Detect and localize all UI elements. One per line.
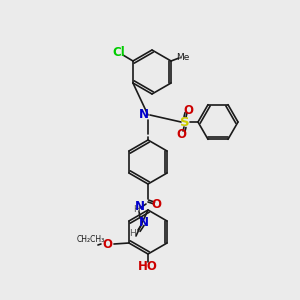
Text: O: O: [151, 197, 161, 211]
Text: S: S: [180, 116, 190, 128]
Text: Cl: Cl: [112, 46, 125, 59]
Text: CH₂CH₃: CH₂CH₃: [77, 235, 105, 244]
Text: N: N: [139, 109, 149, 122]
Text: O: O: [176, 128, 186, 140]
Text: O: O: [183, 103, 193, 116]
Text: Me: Me: [176, 52, 190, 62]
Text: H: H: [133, 206, 140, 214]
Text: H: H: [129, 230, 135, 238]
Text: N: N: [135, 200, 145, 212]
Text: N: N: [139, 215, 149, 229]
Text: O: O: [102, 238, 112, 251]
Text: HO: HO: [138, 260, 158, 272]
